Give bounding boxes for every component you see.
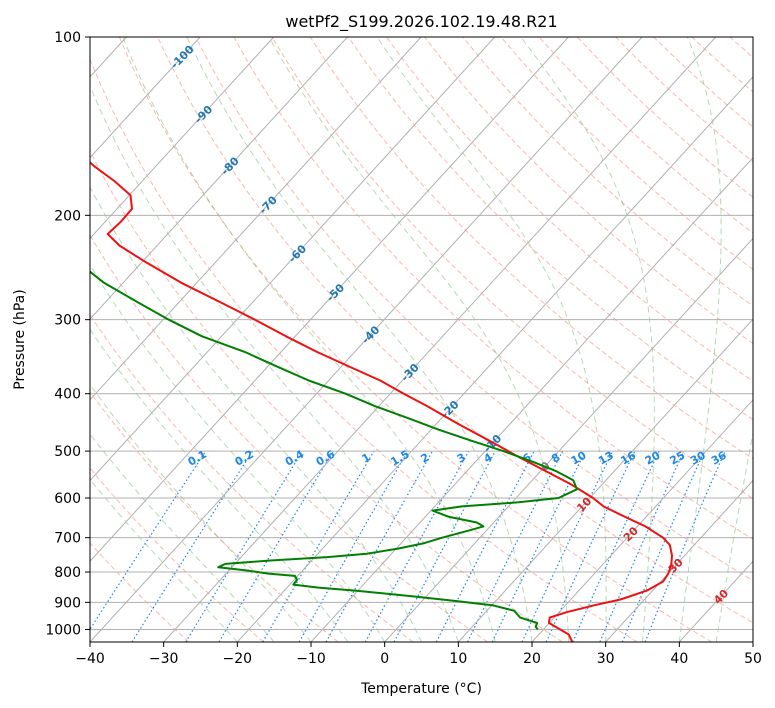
isotherm-line [90,37,496,482]
moist-adiabats [90,37,753,642]
dry-adiabat-line [90,58,638,642]
y-tick-label: 800 [54,565,81,581]
mixing-ratio-line [393,450,496,642]
x-tick-label: −10 [296,651,326,667]
isotherm-line [531,399,753,642]
x-axis-ticks: −40 −30 −20 −10 0 10 20 30 40 50 [75,642,762,667]
plot-frame [89,36,754,643]
mixing-ratio-line [599,450,685,642]
mixing-ratio-line [572,450,660,642]
x-tick-label: 0 [380,651,389,667]
isotherm-line [163,37,717,642]
moist-adiabat-line [186,37,533,642]
mixing-ratio-line [466,450,564,642]
isotherm-line [90,37,201,159]
y-tick-label: 100 [54,30,81,46]
isotherm-line [236,76,753,642]
x-tick-label: 30 [597,651,615,667]
dry-adiabat-line [424,37,753,344]
dry-adiabat-line [90,313,414,642]
isotherm-line [384,237,753,642]
moist-adiabat-line [678,37,722,642]
mixing-ratio-line [621,450,705,642]
isotherm-line [457,318,753,642]
mixing-ratio-line [364,450,470,642]
chart-title: wetPf2_S199.2026.102.19.48.R21 [285,12,557,32]
dry-adiabat-line [271,37,753,500]
mixing-ratio-line [325,450,434,642]
moist-adiabat-line [268,37,570,642]
isotherm-line [90,37,348,320]
y-tick-label: 400 [54,387,81,403]
moist-adiabat-line [715,430,753,642]
moist-adiabat-line [376,37,607,642]
x-axis-label: Temperature (°C) [360,681,482,697]
x-tick-label: −40 [75,651,105,667]
dry-adiabat-line [386,37,753,382]
profile-series [90,160,673,642]
temperature-profile-line [90,160,673,642]
moist-adiabat-line [520,37,655,642]
isobar-grid [90,37,753,630]
y-tick-label: 700 [54,531,81,547]
y-tick-label: 900 [54,595,81,611]
isotherm-line [90,37,422,401]
y-axis-label: Pressure (hPa) [12,289,28,389]
dry-adiabat-line [309,37,753,460]
moist-adiabat-line [122,37,496,642]
dry-adiabat-line [195,37,753,582]
x-tick-label: −20 [223,651,253,667]
mixing-ratio-lines [90,450,726,642]
dewpoint-profile-line [90,270,578,631]
y-tick-label: 1000 [45,622,81,638]
mixing-ratio-line [90,450,207,631]
x-tick-label: 10 [449,651,467,667]
y-tick-label: 500 [54,444,81,460]
isotherm-line [310,156,753,642]
isotherm-grid [90,37,753,642]
y-tick-label: 600 [54,491,81,507]
isotherm-line [90,37,643,642]
mixing-ratio-line [131,450,254,642]
x-tick-label: 50 [744,651,762,667]
y-axis-ticks: 100 200 300 400 500 600 700 800 900 1000 [45,30,90,638]
x-tick-label: −30 [149,651,179,667]
moist-adiabat-line [90,185,422,642]
moist-adiabat-line [90,478,238,642]
y-tick-label: 200 [54,208,81,224]
y-tick-label: 300 [54,313,81,329]
x-tick-label: 40 [670,651,688,667]
mixing-ratio-line [185,450,304,642]
dry-adiabat-line [157,37,753,624]
x-tick-label: 20 [523,651,541,667]
moist-adiabat-line [90,328,349,642]
isotherm-line [605,479,753,642]
isotherm-line [90,37,275,240]
dry-adiabat-line [90,149,563,642]
